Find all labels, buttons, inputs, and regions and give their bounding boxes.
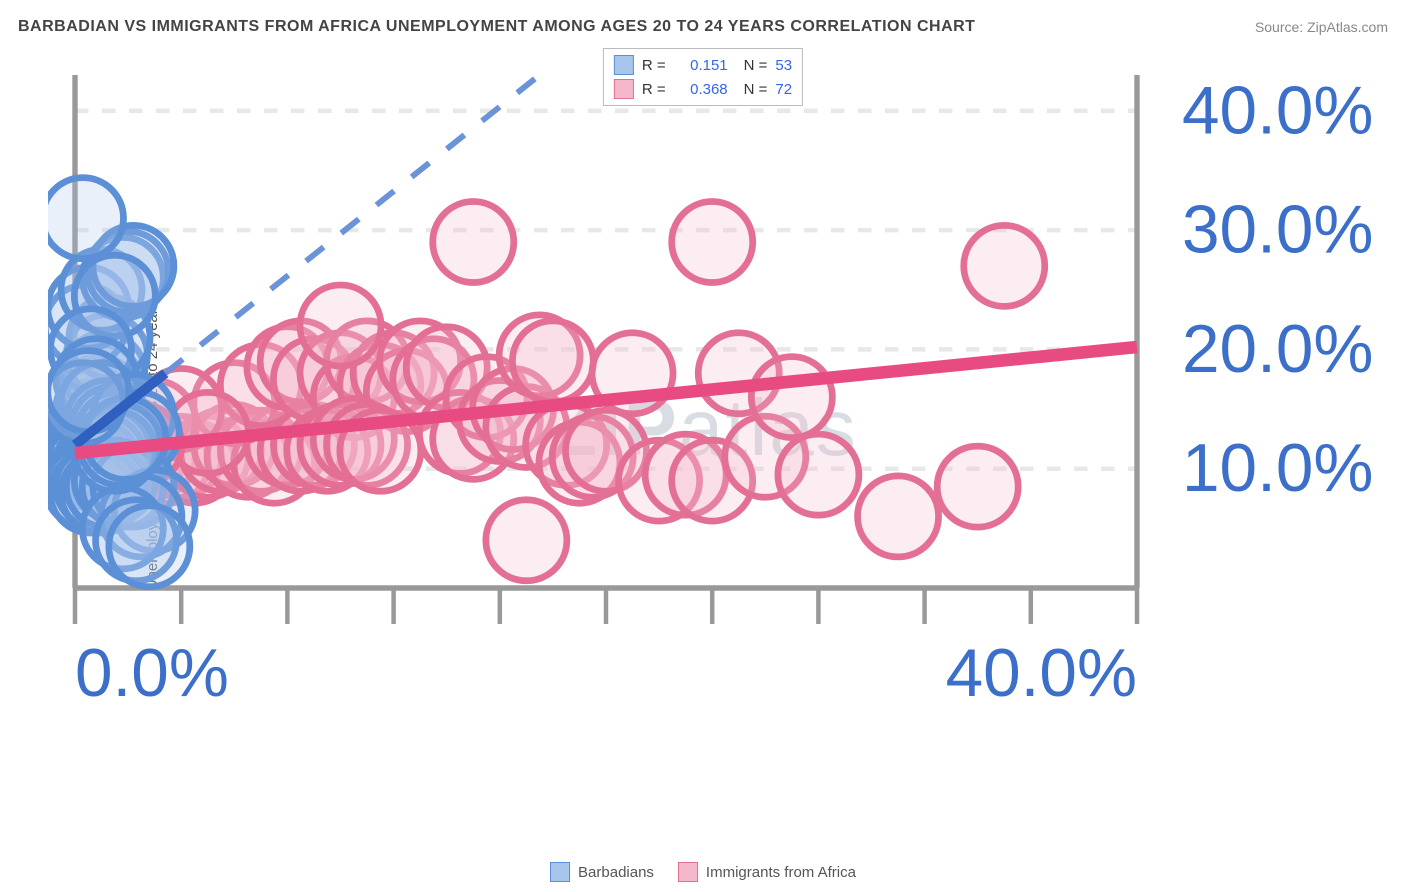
swatch-blue — [550, 862, 570, 882]
svg-text:10.0%: 10.0% — [1182, 431, 1373, 506]
svg-text:0.0%: 0.0% — [75, 636, 229, 711]
swatch-pink — [614, 79, 634, 99]
chart-title: BARBADIAN VS IMMIGRANTS FROM AFRICA UNEM… — [18, 18, 975, 36]
n-value-barbadians: 53 — [775, 57, 792, 74]
n-value-africa: 72 — [775, 81, 792, 98]
r-value-barbadians: 0.151 — [674, 57, 728, 74]
legend-item-africa: Immigrants from Africa — [678, 862, 856, 882]
r-label: R = — [642, 81, 666, 98]
svg-text:40.0%: 40.0% — [1182, 73, 1373, 148]
legend-row-africa: R = 0.368 N = 72 — [614, 77, 792, 101]
r-value-africa: 0.368 — [674, 81, 728, 98]
svg-text:40.0%: 40.0% — [946, 636, 1137, 711]
legend-correlation: R = 0.151 N = 53 R = 0.368 N = 72 — [603, 48, 803, 106]
chart-area: 0.0% 40.0% 10.0% 20.0% 30.0% 40.0% — [48, 48, 1398, 844]
legend-series: Barbadians Immigrants from Africa — [550, 862, 856, 882]
r-label: R = — [642, 57, 666, 74]
n-label: N = — [744, 57, 768, 74]
svg-text:20.0%: 20.0% — [1182, 312, 1373, 387]
source-label: Source: ZipAtlas.com — [1255, 19, 1388, 35]
scatter-plot: 0.0% 40.0% 10.0% 20.0% 30.0% 40.0% — [48, 48, 1398, 723]
legend-item-barbadians: Barbadians — [550, 862, 654, 882]
series-label-africa: Immigrants from Africa — [706, 864, 856, 881]
svg-text:30.0%: 30.0% — [1182, 193, 1373, 268]
legend-row-barbadians: R = 0.151 N = 53 — [614, 53, 792, 77]
swatch-blue — [614, 55, 634, 75]
series-label-barbadians: Barbadians — [578, 864, 654, 881]
swatch-pink — [678, 862, 698, 882]
n-label: N = — [744, 81, 768, 98]
